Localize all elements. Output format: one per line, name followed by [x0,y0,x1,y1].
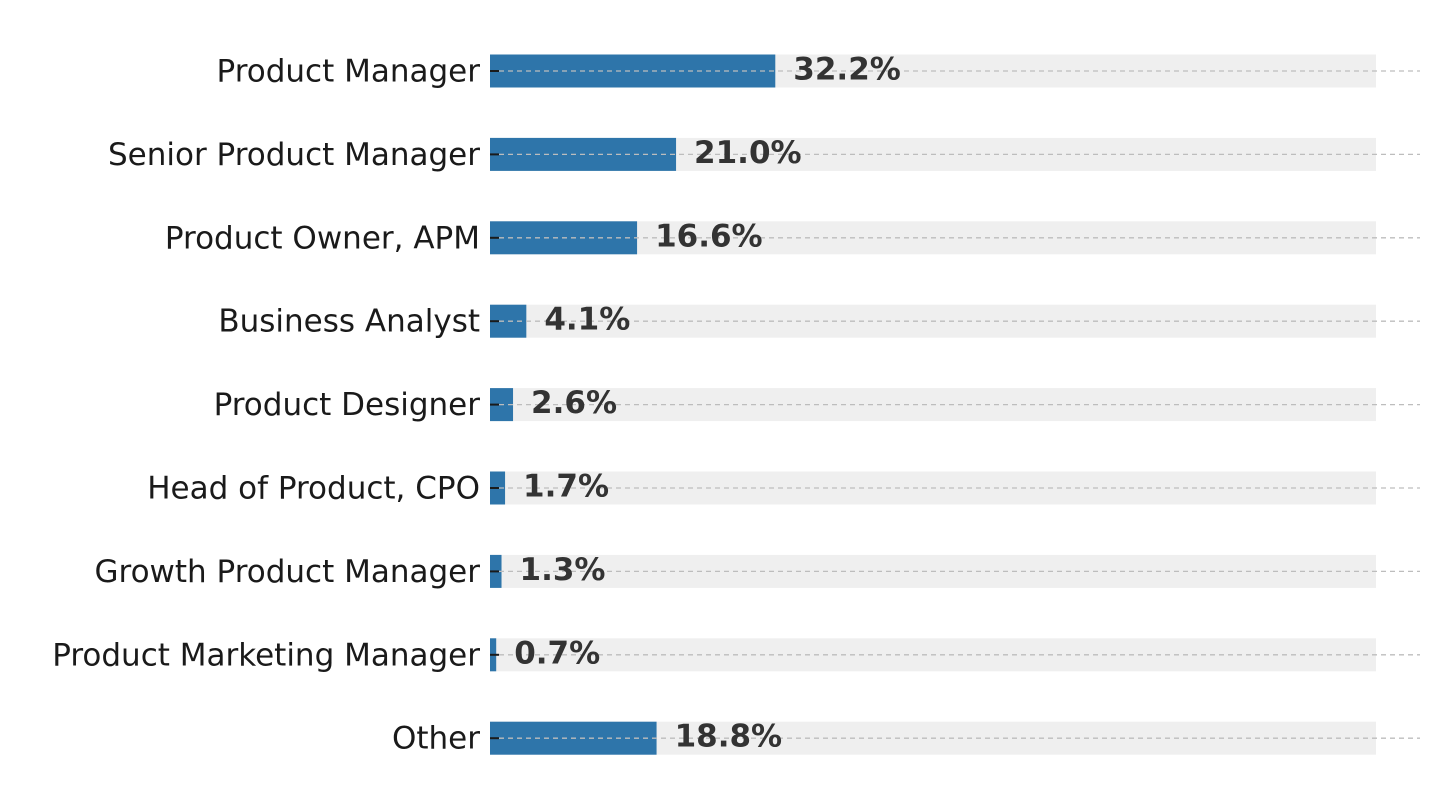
bar-row: Head of Product, CPO 1.7% [147,469,1420,507]
category-label: Product Owner, APM [165,220,480,256]
bar-row: Growth Product Manager 1.3% [94,552,1420,590]
category-label: Business Analyst [218,304,480,340]
category-label: Growth Product Manager [94,554,480,590]
category-label: Product Marketing Manager [52,637,480,673]
bar-row: Product Designer 2.6% [214,385,1420,423]
bar-row: Product Owner, APM 16.6% [165,218,1420,256]
value-label: 16.6% [655,218,763,254]
category-label: Senior Product Manager [108,137,480,173]
value-label: 2.6% [531,385,617,421]
value-label: 1.3% [520,552,606,588]
value-label: 1.7% [523,469,609,505]
value-label: 18.8% [675,719,783,755]
value-label: 4.1% [544,302,630,338]
value-label: 0.7% [514,635,600,671]
bar [490,54,776,88]
category-label: Product Designer [214,387,481,423]
category-label: Head of Product, CPO [147,471,480,507]
bar-row: Product Manager 32.2% [217,52,1420,90]
bar-row: Senior Product Manager 21.0% [108,135,1420,173]
category-label: Product Manager [217,54,481,90]
bar-row: Product Marketing Manager 0.7% [52,635,1420,673]
value-label: 32.2% [793,52,901,88]
bar-row: Other 18.8% [392,719,1420,757]
category-label: Other [392,721,480,757]
value-label: 21.0% [694,135,802,171]
bar-row: Business Analyst 4.1% [218,302,1420,340]
